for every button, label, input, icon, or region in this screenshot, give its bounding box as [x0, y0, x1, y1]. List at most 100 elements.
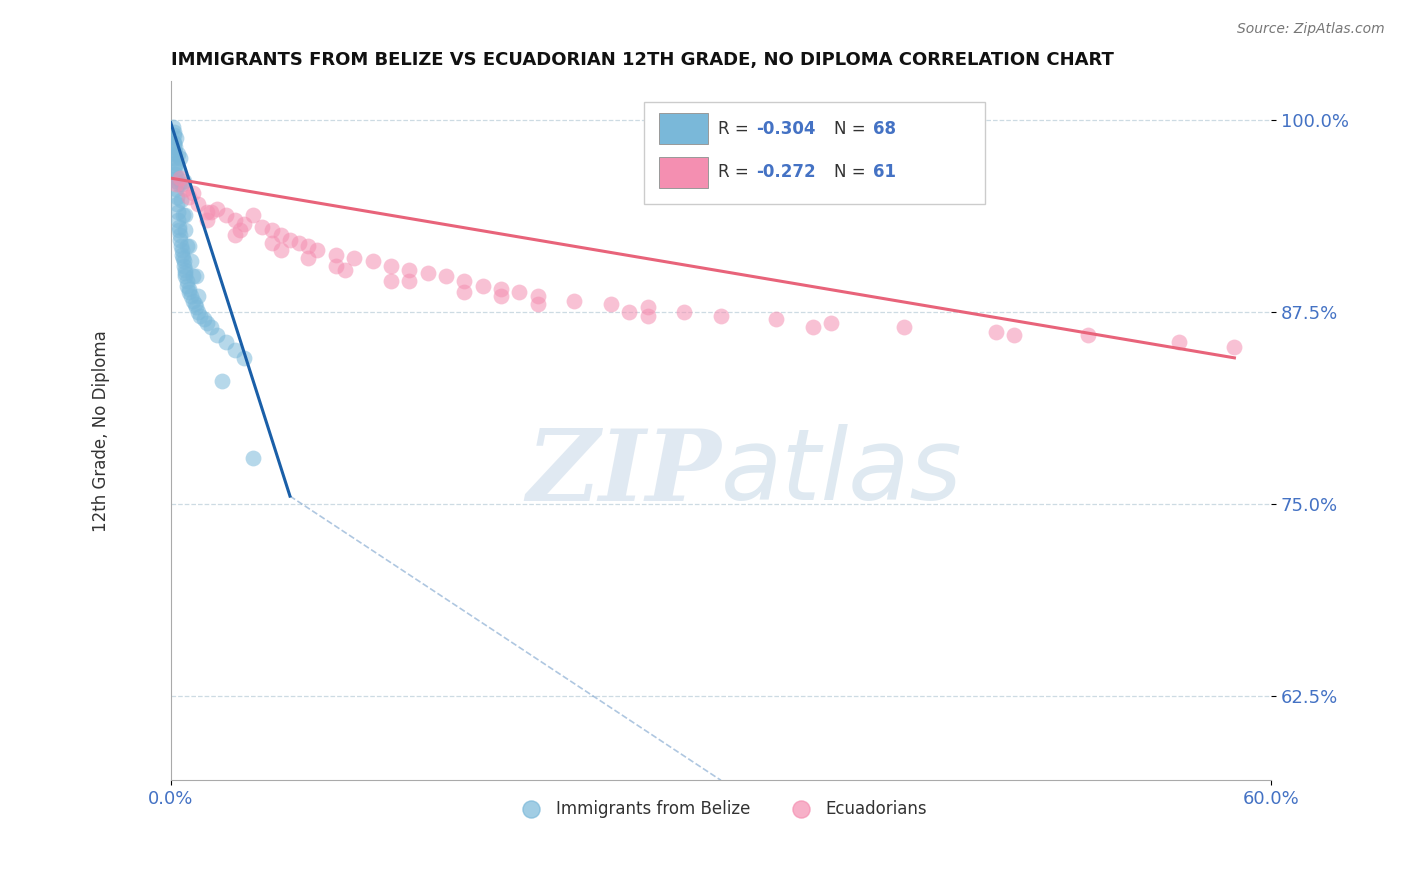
- Point: [984, 325, 1007, 339]
- Point: [165, 159, 187, 173]
- Point: [599, 297, 621, 311]
- Point: [187, 289, 209, 303]
- Point: [434, 269, 457, 284]
- Point: [173, 254, 195, 268]
- Point: [169, 171, 191, 186]
- Point: [166, 197, 188, 211]
- Point: [211, 374, 233, 388]
- Point: [489, 282, 512, 296]
- Point: [489, 289, 512, 303]
- Point: [215, 208, 238, 222]
- Text: 12th Grade, No Diploma: 12th Grade, No Diploma: [93, 330, 110, 532]
- Point: [172, 208, 194, 222]
- Point: [197, 316, 219, 330]
- Point: [166, 189, 188, 203]
- Point: [165, 131, 187, 145]
- Point: [229, 223, 252, 237]
- Point: [181, 293, 204, 308]
- Point: [176, 274, 198, 288]
- Point: [288, 235, 311, 250]
- Point: [163, 128, 186, 142]
- Point: [162, 120, 184, 135]
- Point: [188, 310, 211, 324]
- Point: [167, 178, 190, 192]
- Point: [453, 285, 475, 299]
- FancyBboxPatch shape: [659, 113, 707, 145]
- Point: [180, 289, 202, 303]
- Point: [174, 269, 197, 284]
- Point: [181, 269, 204, 284]
- Text: Source: ZipAtlas.com: Source: ZipAtlas.com: [1237, 22, 1385, 37]
- Point: [170, 248, 193, 262]
- Point: [416, 266, 439, 280]
- Point: [173, 223, 195, 237]
- Point: [215, 335, 238, 350]
- Point: [187, 197, 209, 211]
- Point: [183, 297, 205, 311]
- Point: [233, 351, 256, 365]
- Point: [165, 178, 187, 192]
- Point: [233, 217, 256, 231]
- Point: [526, 297, 548, 311]
- Point: [205, 327, 228, 342]
- Point: [170, 178, 193, 192]
- Point: [186, 269, 208, 284]
- Point: [174, 182, 197, 196]
- Point: [165, 174, 187, 188]
- Point: [165, 155, 187, 169]
- Text: R =: R =: [717, 120, 754, 138]
- Point: [173, 263, 195, 277]
- Point: [325, 248, 347, 262]
- Text: N =: N =: [834, 163, 872, 181]
- Point: [765, 312, 787, 326]
- Point: [801, 320, 824, 334]
- Point: [260, 235, 283, 250]
- Point: [526, 289, 548, 303]
- Point: [187, 305, 209, 319]
- Point: [200, 320, 222, 334]
- Point: [893, 320, 915, 334]
- Point: [710, 310, 733, 324]
- Point: [170, 193, 193, 207]
- Point: [453, 274, 475, 288]
- Point: [224, 227, 246, 242]
- Point: [166, 161, 188, 176]
- Point: [619, 305, 641, 319]
- Point: [361, 254, 384, 268]
- Point: [179, 285, 201, 299]
- Point: [169, 227, 191, 242]
- Text: 68: 68: [873, 120, 896, 138]
- Point: [167, 146, 190, 161]
- Point: [673, 305, 696, 319]
- Point: [173, 259, 195, 273]
- Point: [170, 238, 193, 252]
- Point: [174, 208, 197, 222]
- Point: [820, 316, 842, 330]
- Point: [179, 189, 201, 203]
- Point: [224, 212, 246, 227]
- Point: [176, 238, 198, 252]
- Point: [167, 223, 190, 237]
- Text: atlas: atlas: [721, 425, 963, 521]
- Legend: Immigrants from Belize, Ecuadorians: Immigrants from Belize, Ecuadorians: [508, 793, 934, 824]
- Point: [167, 205, 190, 219]
- Point: [165, 167, 187, 181]
- Point: [173, 174, 195, 188]
- Point: [167, 212, 190, 227]
- Point: [169, 233, 191, 247]
- Text: IMMIGRANTS FROM BELIZE VS ECUADORIAN 12TH GRADE, NO DIPLOMA CORRELATION CHART: IMMIGRANTS FROM BELIZE VS ECUADORIAN 12T…: [170, 51, 1114, 69]
- Point: [163, 151, 186, 165]
- Point: [343, 251, 366, 265]
- Point: [163, 136, 186, 150]
- Point: [205, 202, 228, 216]
- Point: [167, 220, 190, 235]
- Point: [297, 238, 319, 252]
- Point: [179, 282, 201, 296]
- Point: [380, 274, 402, 288]
- Point: [162, 136, 184, 150]
- Point: [471, 278, 494, 293]
- Text: ZIP: ZIP: [526, 425, 721, 521]
- Point: [174, 266, 197, 280]
- Text: -0.272: -0.272: [756, 163, 815, 181]
- Point: [637, 300, 659, 314]
